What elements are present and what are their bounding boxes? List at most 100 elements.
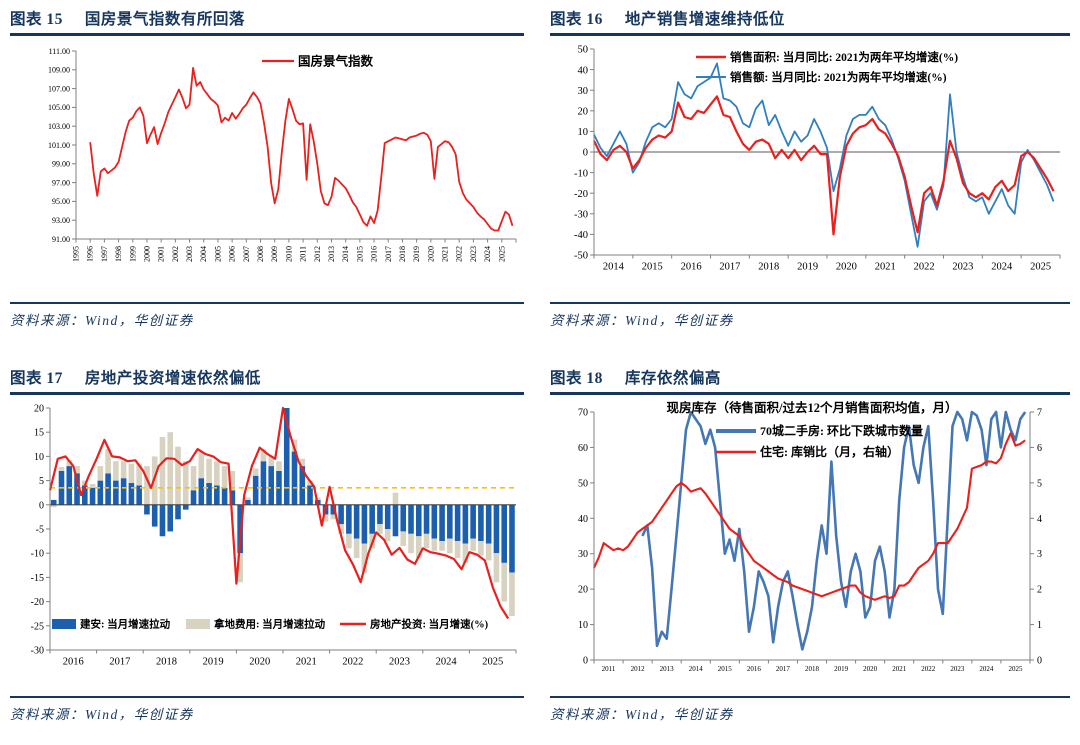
y-tick-label: 3 <box>1037 549 1042 560</box>
bar-construction <box>501 504 507 563</box>
figure-title-text: 房地产投资增速依然偏低 <box>84 370 261 387</box>
y-tick-label: 7 <box>1037 407 1042 418</box>
bar-land-fee <box>175 446 181 505</box>
y-tick-label: 101.00 <box>48 140 70 149</box>
y-tick-label: 40 <box>578 65 589 76</box>
y-tick-label: 70 <box>578 407 588 418</box>
x-tick-label: 2021 <box>296 656 317 667</box>
bar-construction <box>97 480 104 505</box>
x-tick-label: 1998 <box>114 246 123 262</box>
bar-construction <box>369 504 375 534</box>
bar-construction <box>447 504 453 539</box>
bar-construction <box>470 504 476 539</box>
bar-construction <box>353 504 360 539</box>
y-tick-label: 4 <box>1037 513 1042 524</box>
bar-land-fee <box>509 572 515 616</box>
x-tick-label: 2015 <box>355 246 364 262</box>
figure-panel-18: 图表 18 库存依然偏高 0 10 20 30 40 50 60 70 0 1 2 3 4 5 6 7 2011 2… <box>550 366 1070 723</box>
y-tick-label: -25 <box>31 621 44 632</box>
bar-land-fee <box>439 540 445 551</box>
bar-land-fee <box>74 465 80 473</box>
x-tick-label: 2017 <box>109 656 130 667</box>
x-tick-label: 2014 <box>341 246 350 262</box>
y-tick-label: -20 <box>574 188 588 199</box>
bar-land-fee <box>50 504 57 507</box>
legend-inventory-ratio-label: 住宅: 库销比（月，右轴） <box>760 444 899 459</box>
bar-land-fee <box>315 497 321 500</box>
y-tick-label: 103.00 <box>48 122 70 131</box>
x-tick-label: 2003 <box>185 246 194 262</box>
figure-title-text: 库存依然偏高 <box>624 370 721 387</box>
figure-title: 图表 16 地产销售增速维持低位 <box>550 7 1070 29</box>
source-note: 资料来源：Wind，华创证券 <box>10 313 194 328</box>
x-tick-label: 2024 <box>991 261 1013 272</box>
x-tick-label: 2024 <box>436 656 458 667</box>
figure-tag: 图表 18 <box>550 370 603 387</box>
bar-land-fee <box>470 538 476 551</box>
bar-land-fee <box>431 538 438 551</box>
bar-construction <box>268 465 274 505</box>
y-tick-label: 60 <box>578 442 588 453</box>
y-tick-label: 97.00 <box>52 178 70 187</box>
chart-box: 0 10 20 30 40 50 60 70 0 1 2 3 4 5 6 7 2011 2012 2013 2014 2… <box>550 400 1070 693</box>
bar-construction <box>431 504 438 539</box>
bar-land-fee <box>322 513 329 522</box>
legend-climate-index-label: 国房景气指数 <box>298 53 374 68</box>
y-tick-label: 10 <box>578 620 588 631</box>
bar-construction <box>50 499 57 505</box>
title-rule <box>550 33 1070 36</box>
x-tick-label: 2023 <box>952 261 973 272</box>
source-note: 资料来源：Wind，华创证券 <box>550 707 734 722</box>
y-tick-label: 99.00 <box>52 159 70 168</box>
x-tick-label: 2020 <box>863 665 878 673</box>
bar-land-fee <box>159 436 166 505</box>
bar-land-fee <box>66 459 73 466</box>
y-tick-label: 10 <box>34 451 44 462</box>
source-note: 资料来源：Wind，华创证券 <box>10 707 194 722</box>
x-tick-label: 2025 <box>497 246 506 262</box>
figure-title-text: 地产销售增速维持低位 <box>624 11 785 28</box>
x-tick-label: 2016 <box>681 261 702 272</box>
bar-construction <box>229 489 236 505</box>
bar-land-fee <box>384 528 391 541</box>
investment-growth-chart: -30 -25 -20 -15 -10 -5 0 5 10 15 20 2016 2017 2018 201… <box>31 403 517 667</box>
figure-panel-16: 图表 16 地产销售增速维持低位 -50 -40 -30 -20 -10 0 10 20 30 40… <box>550 7 1070 329</box>
bar-land-fee <box>346 533 352 548</box>
bar-land-fee <box>105 448 111 473</box>
source-note: 资料来源：Wind，华创证券 <box>550 313 734 328</box>
y-tick-label: 1 <box>1037 620 1042 631</box>
x-tick-label: 2018 <box>805 665 820 673</box>
x-tick-label: 2025 <box>1008 665 1023 673</box>
x-tick-label: 2012 <box>313 246 322 262</box>
bar-construction <box>245 499 251 505</box>
figure-tag: 图表 17 <box>10 370 63 387</box>
bar-construction <box>260 460 267 505</box>
x-tick-label: 2020 <box>249 656 270 667</box>
x-tick-label: 2011 <box>602 665 616 673</box>
x-tick-label: 2019 <box>834 665 849 673</box>
y-tick-label: -10 <box>574 168 588 179</box>
bar-construction <box>299 465 306 505</box>
bar-land-fee <box>454 540 461 558</box>
bar-land-fee <box>167 431 174 505</box>
bar-construction <box>346 504 352 534</box>
chart-box: -30 -25 -20 -15 -10 -5 0 5 10 15 20 2016 2017 2018 201… <box>10 400 524 693</box>
y-tick-label: -20 <box>31 597 44 608</box>
x-tick-label: 2012 <box>631 665 646 673</box>
x-tick-label: 2022 <box>342 656 363 667</box>
source-rule <box>550 695 1070 698</box>
y-tick-label: -30 <box>574 209 588 220</box>
figure-panel-17: 图表 17 房地产投资增速依然偏低 -30 -25 -20 -15 -10 -5 0 5 10 15… <box>10 366 524 723</box>
y-tick-label: 50 <box>578 44 589 55</box>
inventory-ratio-line <box>593 431 1026 601</box>
bar-construction <box>478 504 484 541</box>
figure-tag: 图表 16 <box>550 11 603 28</box>
figure-title: 图表 18 库存依然偏高 <box>550 366 1070 388</box>
y-tick-label: 95.00 <box>52 197 70 206</box>
x-tick-label: 2016 <box>370 246 379 262</box>
bar-construction <box>105 472 111 505</box>
legend-land-fee-label: 拿地费用: 当月增速拉动 <box>213 617 326 630</box>
y-tick-label: 0 <box>583 147 588 158</box>
x-tick-label: 1996 <box>86 246 95 262</box>
